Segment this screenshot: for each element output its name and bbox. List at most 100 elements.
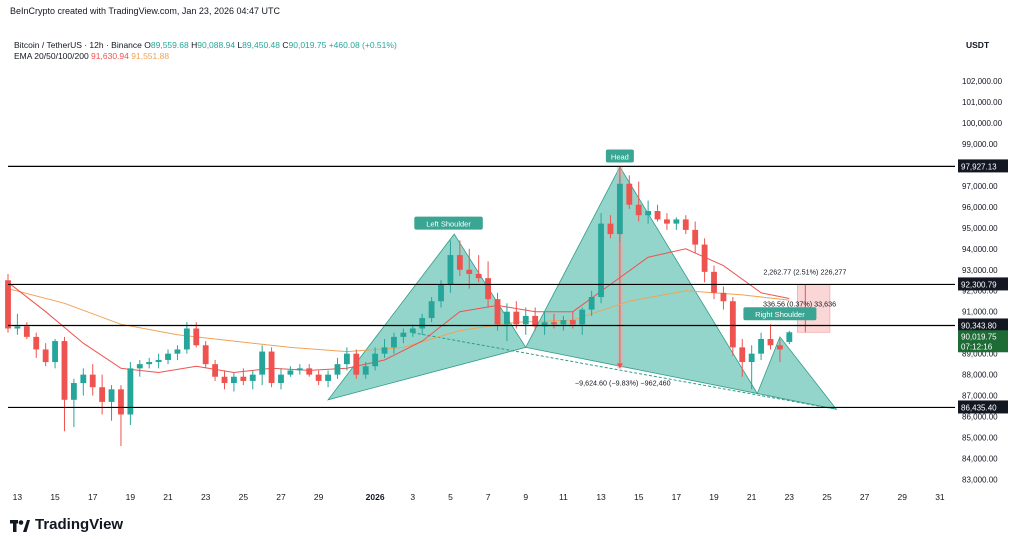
candle-body — [118, 389, 124, 415]
x-tick-label: 21 — [747, 492, 757, 502]
left-shoulder-label: Left Shoulder — [414, 216, 483, 230]
candle-body — [598, 223, 604, 298]
candle-body — [720, 292, 727, 302]
candle-body — [136, 364, 143, 369]
candle — [673, 217, 680, 230]
candle — [466, 248, 473, 289]
x-tick-label: 11 — [559, 492, 568, 502]
candle-body — [23, 326, 30, 337]
candle-body — [146, 362, 153, 365]
candle-body — [325, 374, 331, 381]
candle-body — [701, 244, 708, 272]
x-tick-label: 19 — [709, 492, 719, 502]
candle-body — [268, 351, 275, 384]
candle-body — [306, 368, 313, 375]
candle — [579, 307, 586, 335]
candle — [259, 345, 266, 386]
candle-body — [551, 322, 557, 325]
candle — [108, 385, 115, 421]
candle — [14, 313, 21, 335]
level-price-tag-text: 92,300.79 — [961, 280, 997, 289]
head-label-text: Head — [611, 152, 629, 161]
level-price-tag-bg — [958, 400, 1008, 414]
symbol-legend: Bitcoin / TetherUS · 12h · Binance O89,5… — [14, 40, 397, 50]
candle-body — [588, 297, 595, 310]
measure-up-label: 2,262.77 (2.51%) 226,277 — [763, 267, 846, 276]
currency-label: USDT — [966, 40, 990, 50]
ema20-value: 91,630.94 — [91, 51, 129, 61]
x-tick-label: 17 — [88, 492, 98, 502]
candle — [315, 370, 322, 386]
candle-body — [42, 349, 49, 363]
x-tick-label: 29 — [898, 492, 908, 502]
candle-body — [202, 345, 209, 365]
candle — [729, 297, 736, 356]
candle — [532, 307, 539, 331]
change-value: +460.08 (+0.51%) — [328, 40, 397, 50]
candle — [89, 364, 96, 396]
candle-body — [174, 349, 181, 354]
candle — [353, 349, 360, 379]
level-price-tag: 97,927.13 — [958, 159, 1008, 173]
level-price-tag-text: 86,435.40 — [961, 403, 997, 412]
current-price-bg — [958, 330, 1008, 353]
candle — [165, 349, 171, 365]
y-tick-label: 101,000.00 — [962, 98, 1003, 107]
candle — [5, 273, 11, 333]
x-tick-label: 3 — [410, 492, 415, 502]
candle — [70, 378, 77, 428]
x-tick-label: 13 — [13, 492, 23, 502]
candle — [409, 324, 416, 337]
candle-body — [692, 229, 699, 245]
candle-body — [14, 326, 21, 329]
ema50-value: 91,551.88 — [131, 51, 170, 61]
candle — [343, 347, 350, 371]
candle-body — [33, 336, 40, 350]
x-tick-label: 21 — [163, 492, 173, 502]
candle-body — [438, 284, 444, 302]
x-tick-label: 27 — [276, 492, 286, 502]
y-tick-label: 96,000.00 — [962, 203, 998, 212]
candle — [268, 347, 275, 388]
candle-body — [212, 364, 219, 377]
candle-body — [579, 309, 586, 325]
candle-body — [315, 374, 322, 381]
candle — [748, 345, 755, 390]
measure-small-label: 336.56 (0.37%) 33,636 — [763, 299, 836, 308]
symbol-name: Bitcoin / TetherUS · 12h · Binance — [14, 40, 142, 50]
candle — [494, 292, 501, 331]
price-chart[interactable]: −9,624.60 (−9.83%) −962,460 2,262.77 (2.5… — [0, 0, 1024, 510]
x-tick-label: 15 — [634, 492, 644, 502]
candle-body — [776, 345, 783, 350]
candle-body — [645, 211, 652, 216]
candle-body — [654, 211, 661, 220]
candle — [664, 213, 670, 230]
candle-body — [287, 370, 294, 375]
candle — [541, 311, 548, 335]
candle — [711, 265, 717, 300]
candle — [475, 255, 482, 283]
candle — [607, 215, 614, 239]
x-tick-label: 2026 — [366, 492, 385, 502]
candle — [503, 303, 510, 342]
y-tick-label: 97,000.00 — [962, 182, 998, 191]
x-tick-label: 5 — [448, 492, 453, 502]
brand-name: TradingView — [35, 516, 124, 533]
candle — [325, 370, 331, 388]
x-tick-label: 19 — [126, 492, 136, 502]
candle — [221, 370, 228, 390]
candle-body — [80, 374, 87, 384]
y-tick-label: 88,000.00 — [962, 371, 998, 380]
candle — [400, 328, 407, 344]
candle — [136, 359, 143, 377]
level-price-tag: 92,300.79 — [958, 277, 1008, 291]
right-shoulder-label: Right Shoulder — [743, 307, 817, 321]
candle — [61, 336, 68, 432]
candle-body — [758, 338, 764, 354]
candle-body — [52, 341, 58, 363]
y-tick-label: 102,000.00 — [962, 77, 1003, 86]
candle-body — [532, 315, 539, 327]
candle-body — [673, 219, 680, 224]
candle — [146, 357, 153, 369]
candle-body — [193, 328, 200, 346]
